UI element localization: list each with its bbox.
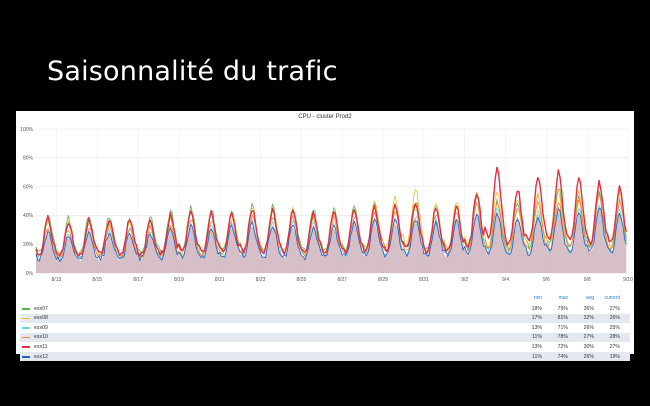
legend-value-min: 11%: [532, 353, 542, 360]
legend-value-min: 13%: [531, 343, 542, 350]
legend-value-min: 11%: [532, 334, 542, 341]
legend-row[interactable]: esx07 18% 79% 36% 27%: [20, 304, 630, 313]
legend-series-name: esx11: [34, 343, 48, 350]
y-tick-label: 100%: [20, 127, 33, 133]
legend-row[interactable]: esx08 17% 81% 32% 26%: [20, 313, 630, 323]
legend-value-avg: 36%: [583, 305, 594, 312]
x-tick-label: 8/13: [52, 277, 62, 283]
slide-title: Saisonnalité du trafic: [47, 56, 338, 87]
legend-value-max: 71%: [557, 324, 568, 331]
legend-value-max: 81%: [557, 315, 568, 322]
y-tick-label: 40%: [23, 213, 34, 219]
x-tick-label: 9/6: [543, 277, 550, 283]
legend-value-max: 79%: [557, 305, 568, 312]
x-tick-label: 9/4: [502, 277, 509, 283]
legend-value-min: 18%: [531, 305, 542, 312]
x-tick-label: 8/25: [297, 277, 307, 283]
legend-value-max: 72%: [557, 343, 568, 350]
legend-row[interactable]: esx12 11% 74% 26% 19%: [20, 352, 630, 361]
x-tick-label: 8/31: [419, 277, 429, 283]
legend-swatch: [22, 308, 30, 310]
legend-header-current[interactable]: current: [604, 295, 620, 301]
legend-value-current: 27%: [609, 305, 620, 312]
legend-value-current: 28%: [609, 334, 620, 341]
legend-value-max: 74%: [557, 353, 568, 360]
x-tick-label: 8/29: [378, 277, 388, 283]
legend-header-max[interactable]: max: [558, 295, 568, 301]
legend-row[interactable]: esx10 11% 78% 27% 28%: [20, 332, 630, 342]
legend-value-current: 19%: [609, 353, 620, 360]
x-tick-label: 9/2: [461, 277, 468, 283]
legend-header-min[interactable]: min: [533, 295, 542, 301]
legend-series-name: esx12: [34, 353, 48, 360]
legend-value-avg: 32%: [583, 315, 594, 322]
y-tick-label: 0%: [26, 271, 34, 277]
x-tick-label: 8/19: [174, 277, 184, 283]
legend-header-avg[interactable]: avg: [585, 295, 594, 301]
x-tick-label: 8/17: [133, 277, 143, 283]
legend-value-min: 13%: [531, 324, 542, 331]
x-tick-label: 8/27: [337, 277, 347, 283]
legend-value-current: 26%: [609, 315, 620, 322]
y-tick-label: 20%: [23, 242, 34, 248]
legend-value-avg: 26%: [583, 324, 594, 331]
cpu-line-chart: 0% 20% 40% 60% 80% 100% 8/13 8/15 8/17 8/19 8/21 8/…: [20, 127, 633, 283]
legend-series-name: esx09: [34, 324, 48, 331]
legend-row[interactable]: esx09 13% 71% 26% 25%: [20, 323, 630, 332]
legend-swatch: [22, 346, 30, 348]
legend-value-avg: 30%: [583, 343, 594, 350]
legend-value-avg: 27%: [583, 334, 594, 341]
legend-swatch: [22, 317, 30, 320]
legend-series-name: esx07: [34, 305, 48, 312]
legend-swatch: [22, 327, 30, 329]
legend-value-max: 78%: [557, 334, 568, 341]
series-line-esx12: [35, 208, 627, 263]
chart-title: CPU - cluster Prod2: [298, 114, 352, 120]
legend-value-current: 27%: [609, 343, 620, 350]
legend-swatch: [22, 356, 30, 358]
x-tick-label: 9/8: [584, 277, 591, 283]
series-line-esx10: [35, 192, 627, 261]
legend-value-min: 17%: [531, 315, 542, 322]
chart-panel: CPU - cluster Prod2 0% 20% 40% 60% 80% 100% 8/…: [16, 111, 634, 361]
y-tick-label: 80%: [23, 156, 34, 162]
series-line-esx11: [35, 166, 627, 257]
x-tick-label: 8/15: [92, 277, 102, 283]
x-tick-label: 9/10: [623, 277, 633, 283]
x-tick-label: 8/23: [256, 277, 266, 283]
legend-series-name: esx08: [34, 315, 48, 322]
legend-swatch: [22, 336, 30, 339]
y-tick-label: 60%: [23, 184, 34, 190]
legend-series-name: esx10: [34, 334, 48, 341]
x-tick-label: 8/21: [215, 277, 225, 283]
legend-row[interactable]: esx11 13% 72% 30% 27%: [20, 342, 630, 351]
legend-value-avg: 26%: [583, 353, 594, 360]
legend-value-current: 25%: [609, 324, 620, 331]
